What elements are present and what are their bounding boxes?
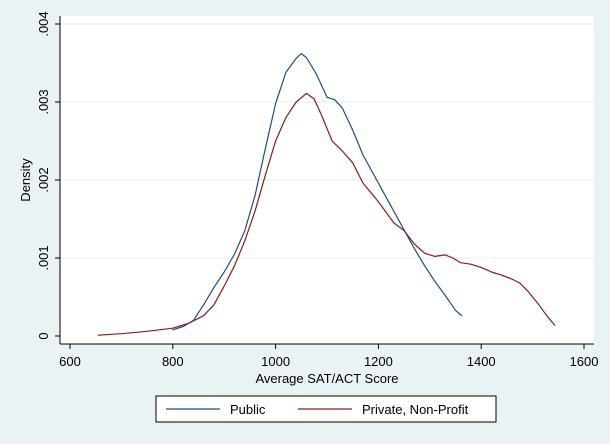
y-tick-label: 0	[36, 332, 51, 339]
x-tick-label: 800	[162, 354, 184, 369]
y-tick-label: .001	[36, 245, 51, 270]
series-line-public	[172, 53, 463, 331]
x-tick-label: 1600	[570, 354, 599, 369]
gridlines	[60, 23, 594, 259]
y-tick-label: .004	[36, 11, 51, 36]
x-tick-label: 1400	[467, 354, 496, 369]
y-tick-label: .003	[36, 89, 51, 114]
legend-label-private-non-profit: Private, Non-Profit	[362, 402, 469, 417]
series-lines	[97, 53, 556, 336]
x-tick-label: 1000	[261, 354, 290, 369]
y-axis-title: Density	[18, 158, 33, 202]
y-tick-label: .002	[36, 167, 51, 192]
legend: Public Private, Non-Profit	[155, 395, 497, 423]
series-line-private-non-profit	[97, 92, 556, 336]
x-tick-label: 600	[59, 354, 81, 369]
y-ticks: 0 .001 .002 .003 .004	[36, 11, 60, 340]
x-tick-label: 1200	[364, 354, 393, 369]
x-ticks: 600 800 1000 1200 1400 1600	[59, 344, 598, 369]
legend-label-public: Public	[230, 402, 266, 417]
x-axis-title: Average SAT/ACT Score	[255, 371, 398, 386]
